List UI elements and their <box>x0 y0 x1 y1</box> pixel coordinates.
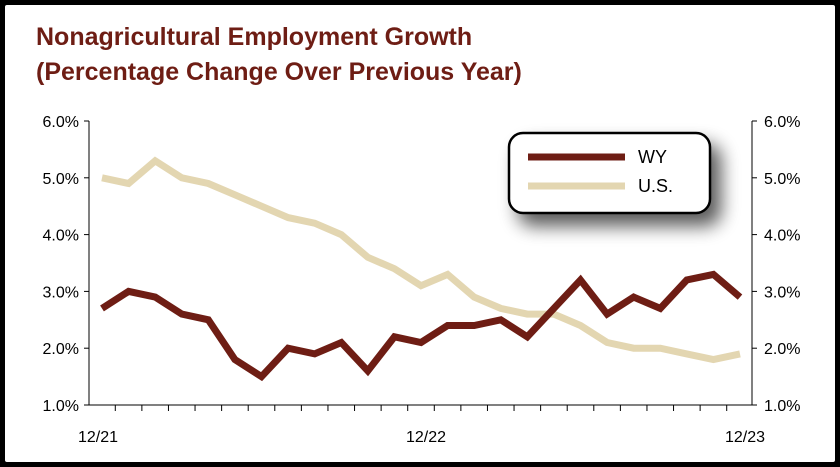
y-tick-label-right: 3.0% <box>764 284 800 301</box>
y-tick-label-left: 2.0% <box>43 341 79 358</box>
legend-box <box>507 131 712 215</box>
y-tick-label-right: 5.0% <box>764 171 800 188</box>
y-tick-label-right: 6.0% <box>764 114 800 131</box>
chart-title: Nonagricultural Employment Growth <box>36 23 473 51</box>
series-line-wy <box>100 270 743 382</box>
legend: WY U.S. <box>507 131 712 215</box>
y-tick-label-right: 2.0% <box>764 341 800 358</box>
y-tick-label-right: 1.0% <box>764 398 800 415</box>
series-layer <box>100 156 743 382</box>
y-tick-label-left: 5.0% <box>43 171 79 188</box>
chart-frame <box>5 5 835 462</box>
legend-label-wy: WY <box>638 147 667 167</box>
y-tick-label-right: 4.0% <box>764 228 800 245</box>
x-tick-label: 12/23 <box>725 429 765 446</box>
x-tick-label: 12/21 <box>78 429 118 446</box>
chart-title-block: Nonagricultural Employment Growth (Perce… <box>36 20 522 90</box>
y-tick-label-left: 3.0% <box>43 284 79 301</box>
y-tick-label-left: 6.0% <box>43 114 79 131</box>
x-tick-label: 12/22 <box>406 429 446 446</box>
axes: 1.0% 1.0% 2.0% 2.0% 3.0% 3.0% 4.0% 4.0% 5.0% 5.0%… <box>43 114 801 446</box>
y-tick-label-left: 1.0% <box>43 398 79 415</box>
y-tick-label-left: 4.0% <box>43 228 79 245</box>
series-line-us <box>101 156 741 364</box>
legend-label-us: U.S. <box>638 176 673 196</box>
chart-subtitle: (Percentage Change Over Previous Year) <box>36 58 522 86</box>
